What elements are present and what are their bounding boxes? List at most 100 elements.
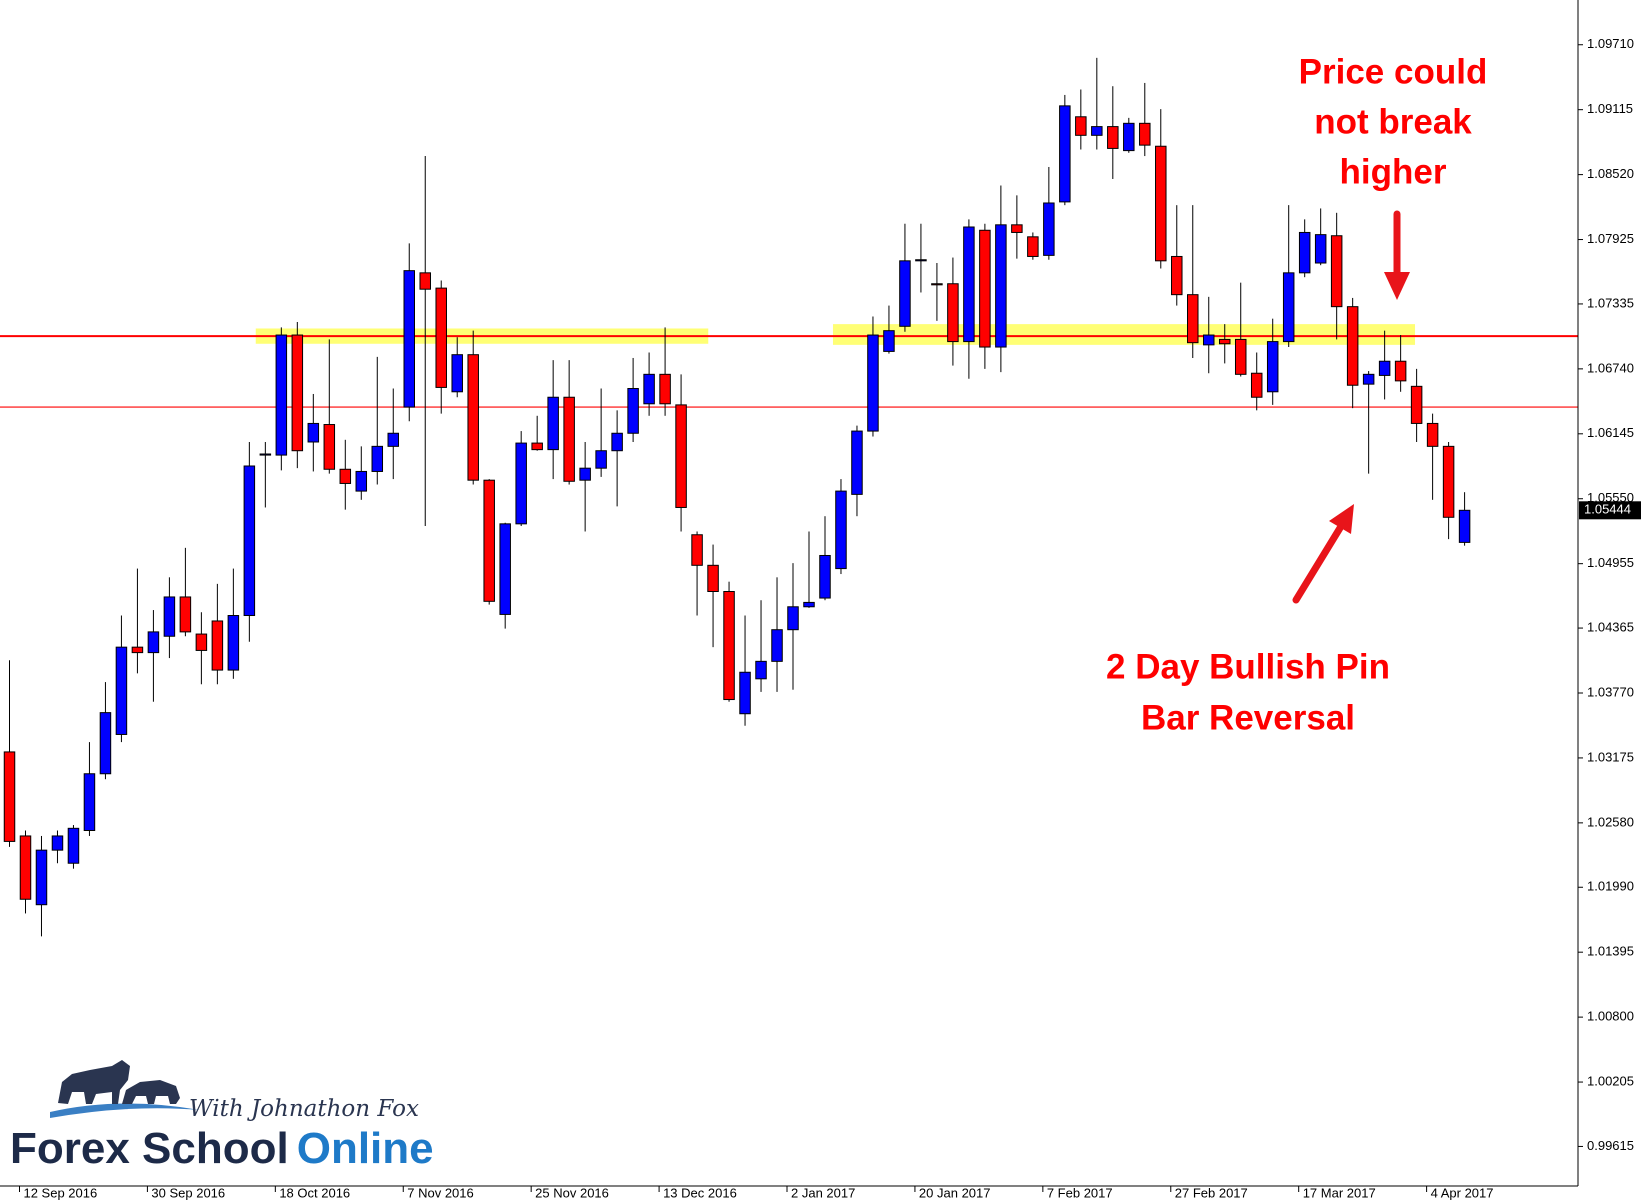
candle-body: [451, 354, 463, 393]
candle-body: [547, 396, 559, 451]
x-tick-label: 17 Mar 2017: [1303, 1185, 1376, 1200]
y-tick-label: 1.03175: [1587, 749, 1634, 764]
y-tick-label: 0.99615: [1587, 1138, 1634, 1153]
candle-body: [1027, 236, 1039, 257]
candle-body: [1410, 385, 1423, 424]
y-tick-label: 1.03770: [1587, 684, 1634, 699]
candle-body: [211, 620, 224, 671]
x-tick-label: 12 Sep 2016: [23, 1185, 97, 1200]
candle-body: [1314, 234, 1327, 264]
candle-body: [243, 465, 256, 617]
candle-body: [483, 479, 495, 602]
candle-body: [707, 564, 719, 592]
candle-body: [595, 450, 607, 469]
candle-body: [1123, 122, 1135, 152]
logo: With Johnathon Fox Forex School Online: [10, 1060, 434, 1173]
candle-body: [1155, 145, 1167, 262]
candle-body: [995, 224, 1007, 348]
levels: [0, 335, 1578, 408]
candle-body: [195, 633, 208, 651]
candle-body: [435, 287, 447, 388]
candle-body: [1298, 231, 1311, 274]
candle-body: [1250, 372, 1263, 398]
candle-body: [611, 432, 623, 452]
candle-body: [1139, 122, 1151, 146]
candle-body: [899, 260, 911, 327]
candle-body: [723, 591, 735, 701]
candle-body: [371, 445, 384, 472]
candle-body: [1218, 338, 1231, 345]
logo-name-2: Online: [297, 1124, 434, 1173]
candle-body: [67, 827, 80, 864]
candle-body: [3, 751, 16, 842]
y-tick-label: 1.01990: [1587, 879, 1634, 894]
candle-body: [179, 596, 192, 633]
y-tick-label: 1.08520: [1587, 166, 1634, 181]
y-tick-label: 1.02580: [1587, 814, 1634, 829]
x-tick-label: 20 Jan 2017: [919, 1185, 991, 1200]
annotation-text: higher: [1340, 152, 1447, 191]
candle-body: [19, 835, 32, 900]
price-label: 1.05444: [1584, 502, 1631, 517]
candle-body: [915, 259, 927, 262]
candle-body: [675, 404, 687, 508]
logo-bull: [58, 1060, 130, 1104]
x-tick-label: 7 Feb 2017: [1047, 1185, 1113, 1200]
candle-body: [563, 396, 575, 482]
candle-body: [99, 712, 112, 775]
candles: [3, 57, 1471, 937]
x-tick-label: 2 Jan 2017: [791, 1185, 855, 1200]
candle-body: [131, 646, 144, 654]
arrow-up: [1292, 504, 1354, 604]
logo-bear: [122, 1080, 180, 1104]
candle-body: [803, 601, 815, 608]
x-tick-label: 25 Nov 2016: [535, 1185, 609, 1200]
candle-body: [691, 534, 703, 566]
candle-body: [931, 283, 943, 286]
candle-body: [83, 773, 96, 832]
candle-body: [35, 849, 48, 906]
candle-body: [51, 835, 64, 851]
candle-body: [275, 334, 288, 456]
candle-body: [1378, 360, 1391, 376]
annotation-text: 2 Day Bullish Pin: [1106, 647, 1390, 686]
candle-body: [1187, 294, 1199, 344]
x-tick-label: 7 Nov 2016: [407, 1185, 474, 1200]
candle-body: [1075, 116, 1087, 136]
y-tick-label: 1.06740: [1587, 360, 1634, 375]
candle-body: [579, 467, 591, 481]
candle-body: [1282, 272, 1295, 343]
y-tick-label: 1.00800: [1587, 1009, 1634, 1024]
logo-tagline: With Johnathon Fox: [189, 1096, 419, 1122]
candle-body: [867, 334, 879, 432]
y-tick-label: 1.09710: [1587, 36, 1634, 51]
candle-body: [659, 373, 671, 405]
candle-body: [883, 330, 895, 352]
annotations: Price could not break higher 2 Day Bulli…: [1106, 52, 1487, 737]
arrow-down: [1384, 210, 1410, 300]
candle-body: [307, 422, 320, 443]
candle-body: [339, 468, 352, 484]
candle-body: [979, 229, 991, 348]
candle-body: [1011, 224, 1023, 233]
candle-body: [851, 430, 863, 495]
x-tick-label: 4 Apr 2017: [1431, 1185, 1494, 1200]
candle-body: [739, 671, 751, 715]
candle-body: [1234, 338, 1247, 375]
x-tick-label: 27 Feb 2017: [1175, 1185, 1248, 1200]
candle-body: [771, 629, 783, 662]
candle-body: [387, 432, 400, 447]
annotation-text: not break: [1314, 102, 1472, 141]
candle-body: [1107, 126, 1119, 149]
price-label-box: [1579, 501, 1641, 520]
candle-body: [1043, 202, 1055, 256]
candle-body: [1059, 105, 1071, 203]
candle-body: [1458, 509, 1471, 543]
y-tick-label: 1.07335: [1587, 295, 1634, 310]
candle-body: [1442, 445, 1455, 518]
candle-body: [515, 442, 527, 525]
candle-body: [947, 283, 959, 343]
candle-body: [499, 523, 511, 615]
